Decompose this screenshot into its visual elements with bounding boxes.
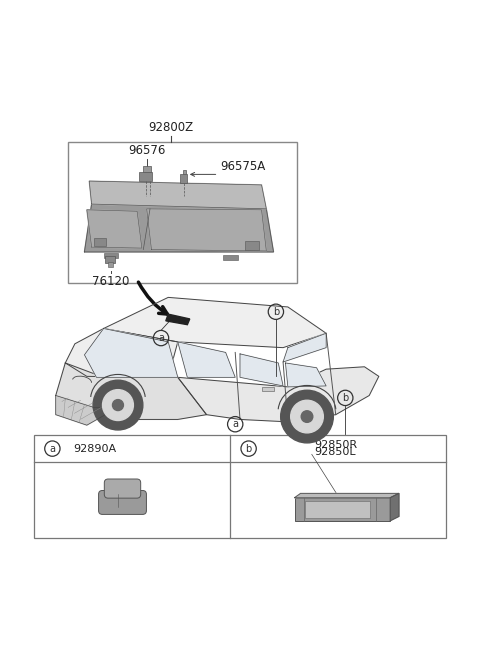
Polygon shape (286, 363, 326, 387)
Text: b: b (342, 393, 348, 403)
Bar (182, 170, 186, 174)
Text: 76120: 76120 (92, 275, 130, 288)
Polygon shape (178, 367, 379, 422)
Polygon shape (56, 363, 206, 419)
Polygon shape (240, 354, 283, 386)
Polygon shape (56, 396, 118, 425)
Bar (94, 238, 106, 246)
Polygon shape (104, 298, 326, 348)
Text: a: a (232, 419, 238, 429)
Circle shape (93, 380, 143, 430)
Text: 92890A: 92890A (73, 443, 117, 453)
Text: 92850R: 92850R (314, 440, 357, 450)
Circle shape (301, 411, 313, 422)
Polygon shape (295, 493, 399, 498)
Circle shape (281, 390, 333, 443)
Text: 96576: 96576 (129, 144, 166, 157)
Circle shape (291, 400, 324, 433)
Text: a: a (158, 333, 164, 343)
Polygon shape (147, 209, 266, 251)
Polygon shape (89, 181, 266, 209)
Bar (108, 262, 113, 267)
Bar (105, 256, 115, 263)
Bar (139, 171, 152, 181)
Polygon shape (283, 333, 326, 362)
Bar (305, 501, 370, 518)
Bar (223, 255, 238, 260)
Text: b: b (245, 443, 252, 453)
Polygon shape (87, 210, 142, 248)
Bar (144, 166, 151, 171)
Circle shape (103, 390, 133, 420)
Text: 92800Z: 92800Z (148, 121, 193, 134)
Bar (34, 435, 446, 538)
FancyBboxPatch shape (104, 479, 141, 498)
FancyBboxPatch shape (98, 491, 146, 514)
Bar (104, 254, 118, 258)
Polygon shape (390, 493, 399, 521)
Text: 92850L: 92850L (314, 447, 356, 457)
Polygon shape (178, 342, 235, 377)
Text: 96575A: 96575A (220, 160, 265, 173)
Polygon shape (65, 328, 178, 377)
Bar (68, 142, 298, 283)
Bar (262, 387, 274, 391)
Text: a: a (49, 443, 55, 453)
Text: b: b (273, 307, 279, 317)
Bar (180, 174, 187, 183)
Bar (295, 498, 390, 521)
Bar (245, 241, 259, 250)
Polygon shape (84, 328, 178, 377)
Circle shape (112, 399, 123, 411)
Polygon shape (84, 204, 274, 252)
Polygon shape (166, 314, 190, 325)
